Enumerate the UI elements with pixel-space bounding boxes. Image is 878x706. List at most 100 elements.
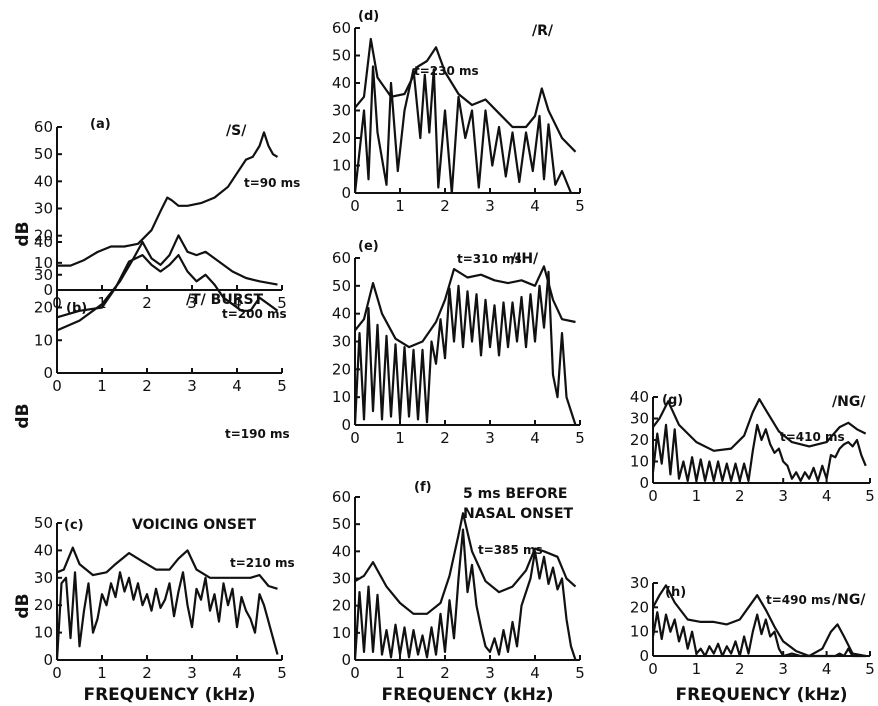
panel-label-h: (h) — [665, 585, 686, 600]
x-tick-label: 0 — [350, 664, 360, 682]
y-tick-label: 50 — [332, 47, 351, 65]
x-tick-label: 4 — [232, 377, 242, 395]
x-tick-label: 5 — [575, 197, 585, 215]
y-axis-label-a: dB — [13, 221, 33, 246]
panel-label-f: (f) — [414, 480, 432, 495]
x-tick-label: 1 — [97, 377, 107, 395]
panel-label-d: (d) — [358, 9, 379, 24]
x-tick-label: 3 — [778, 660, 788, 678]
x-tick-label: 0 — [52, 664, 62, 682]
x-tick-label: 1 — [395, 664, 405, 682]
y-tick-label: 40 — [34, 541, 53, 559]
y-tick-label: 20 — [630, 431, 649, 449]
series-line-e-envelope — [354, 265, 576, 349]
y-tick-label: 0 — [639, 474, 649, 492]
x-tick-label: 2 — [440, 429, 450, 447]
series-line-g-harmonics — [651, 423, 867, 482]
series-line-f-harmonics — [353, 528, 577, 661]
y-tick-label: 20 — [630, 598, 649, 616]
x-tick-label: 3 — [187, 664, 197, 682]
y-tick-label: 30 — [630, 410, 649, 428]
y-tick-label: 60 — [332, 488, 351, 506]
y-axis-label-b: dB — [13, 403, 33, 428]
x-tick-label: 4 — [822, 660, 832, 678]
x-tick-label: 3 — [485, 664, 495, 682]
x-tick-label: 2 — [440, 664, 450, 682]
x-tick-label: 2 — [142, 377, 152, 395]
x-tick-label: 5 — [277, 377, 287, 395]
y-tick-label: 0 — [341, 184, 351, 202]
y-tick-label: 30 — [332, 102, 351, 120]
time-annotation-c: t=210 ms — [230, 556, 295, 570]
x-tick-label: 5 — [277, 294, 287, 312]
series-line-g-envelope — [652, 398, 867, 452]
y-tick-label: 10 — [332, 157, 351, 175]
series-line-a-envelope — [57, 131, 279, 267]
y-tick-label: 60 — [332, 19, 351, 37]
y-tick-label: 0 — [341, 416, 351, 434]
x-axis-label-h: FREQUENCY (kHz) — [675, 685, 847, 705]
x-tick-label: 2 — [142, 294, 152, 312]
x-tick-label: 0 — [52, 377, 62, 395]
y-tick-label: 30 — [332, 333, 351, 351]
phoneme-label-h: /NG/ — [832, 592, 866, 608]
y-tick-label: 30 — [34, 200, 53, 218]
y-tick-label: 0 — [639, 647, 649, 665]
y-tick-label: 20 — [34, 596, 53, 614]
x-tick-label: 2 — [735, 660, 745, 678]
x-tick-label: 4 — [232, 294, 242, 312]
y-tick-label: 0 — [43, 281, 53, 299]
x-tick-label: 3 — [485, 429, 495, 447]
x-tick-label: 1 — [97, 664, 107, 682]
y-tick-label: 40 — [34, 233, 53, 251]
y-tick-label: 50 — [34, 514, 53, 532]
y-tick-label: 20 — [332, 129, 351, 147]
phoneme-label-f-line1: 5 ms BEFORE — [463, 486, 567, 502]
x-tick-label: 5 — [865, 487, 875, 505]
x-tick-label: 5 — [575, 429, 585, 447]
series-line-h-harmonics — [651, 611, 866, 658]
phoneme-label-a: /S/ — [226, 123, 247, 139]
time-annotation-e: t=310 ms — [457, 252, 522, 266]
series-line-d-envelope — [354, 37, 577, 153]
time-annotation-a: t=90 ms — [244, 176, 300, 190]
x-tick-label: 0 — [648, 487, 658, 505]
y-tick-label: 10 — [34, 624, 53, 642]
y-tick-label: 50 — [332, 515, 351, 533]
panel-label-c: (c) — [64, 518, 84, 533]
y-tick-label: 10 — [332, 624, 351, 642]
phoneme-label-c: VOICING ONSET — [132, 517, 257, 533]
series-line-c-harmonics — [55, 571, 279, 661]
panel-label-b: (b) — [66, 301, 87, 316]
x-tick-label: 5 — [575, 664, 585, 682]
x-axis-label-c: FREQUENCY (kHz) — [83, 685, 255, 705]
x-tick-label: 3 — [778, 487, 788, 505]
y-tick-label: 10 — [332, 388, 351, 406]
phoneme-label-g: /NG/ — [832, 394, 866, 410]
time-annotation-d: t=230 ms — [414, 64, 479, 78]
x-tick-label: 1 — [692, 487, 702, 505]
time-annotation-g: t=410 ms — [780, 430, 845, 444]
series-line-c-envelope — [56, 546, 278, 590]
y-tick-label: 30 — [34, 266, 53, 284]
y-tick-label: 50 — [34, 145, 53, 163]
x-tick-label: 2 — [142, 664, 152, 682]
phoneme-label-f-line2: NASAL ONSET — [463, 506, 574, 522]
x-tick-label: 1 — [395, 197, 405, 215]
y-tick-label: 40 — [332, 74, 351, 92]
x-tick-label: 2 — [440, 197, 450, 215]
phoneme-label-e: /IH/ — [511, 251, 539, 267]
y-tick-label: 40 — [34, 172, 53, 190]
y-tick-label: 60 — [34, 118, 53, 136]
y-tick-label: 10 — [630, 453, 649, 471]
series-line-h-envelope — [652, 584, 866, 658]
x-tick-label: 0 — [648, 660, 658, 678]
x-tick-label: 4 — [530, 429, 540, 447]
y-tick-label: 20 — [34, 299, 53, 317]
y-tick-label: 30 — [332, 570, 351, 588]
time-annotation-h: t=490 ms — [766, 593, 831, 607]
time-annotation-b: t=190 ms — [225, 427, 290, 441]
series-line-b-t=190 ms — [56, 254, 279, 319]
y-tick-label: 50 — [332, 277, 351, 295]
